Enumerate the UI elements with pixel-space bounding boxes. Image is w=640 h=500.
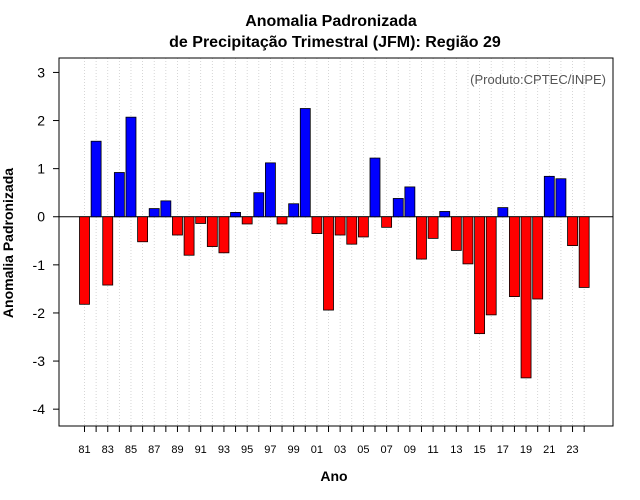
bar-2009 (404, 186, 416, 218)
y-tick-label: -2 (33, 305, 46, 321)
bar-2013 (450, 216, 462, 251)
x-tick-label: 17 (497, 444, 509, 456)
bar-1997 (265, 162, 276, 218)
bar-1989 (172, 216, 183, 236)
x-tick-label: 07 (380, 444, 392, 456)
bar-1990 (183, 216, 195, 256)
bar-2017 (497, 207, 509, 218)
bar-1999 (288, 203, 300, 218)
x-tick-label: 87 (148, 444, 160, 456)
y-tick-label: 3 (37, 64, 45, 80)
bar-2015 (474, 216, 485, 335)
x-tick-label: 09 (404, 444, 416, 456)
y-axis: -4 -3 -2 -1 0 1 2 3 (33, 64, 59, 417)
bar-1998 (276, 216, 288, 225)
bar-2011 (427, 216, 439, 239)
bar-1981 (79, 216, 90, 305)
bar-2019 (520, 216, 532, 379)
x-tick-label: 91 (195, 444, 207, 456)
y-tick-label: -3 (33, 353, 46, 369)
bar-2018 (509, 216, 520, 297)
x-tick-label: 83 (102, 444, 114, 456)
bar-2006 (369, 157, 381, 218)
bar-2002 (323, 216, 334, 311)
chart-title: Anomalia Padronizada (245, 13, 417, 30)
bar-1993 (218, 216, 230, 254)
bar-1983 (102, 216, 114, 286)
y-tick-label: -4 (33, 401, 46, 417)
bar-2001 (311, 216, 323, 234)
x-tick-label: 95 (241, 444, 253, 456)
bar-2000 (299, 108, 311, 218)
bar-1994 (230, 212, 241, 218)
bar-2020 (532, 216, 544, 300)
bar-2010 (416, 216, 427, 260)
x-axis-label: Ano (320, 468, 347, 484)
bar-2008 (392, 198, 404, 218)
y-axis-label: Anomalia Padronizada (0, 168, 16, 318)
y-tick-label: -1 (33, 257, 46, 273)
bar-1982 (90, 140, 102, 218)
plot-frame (58, 57, 614, 427)
bar-2022 (555, 178, 567, 218)
chart-subtitle: de Precipitação Trimestral (JFM): Região… (169, 34, 501, 51)
bar-1988 (160, 200, 172, 218)
bar-2023 (567, 216, 578, 247)
bar-1984 (113, 172, 125, 218)
x-tick-label: 19 (520, 444, 532, 456)
x-tick-label: 85 (125, 444, 137, 456)
x-axis: 81 83 85 87 89 91 93 95 97 99 01 03 05 07 09 11 13 15 17 19… (78, 426, 585, 456)
x-tick-label: 93 (218, 444, 230, 456)
x-tick-label: 97 (264, 444, 276, 456)
bar-2024 (578, 216, 590, 288)
bar-1995 (241, 216, 253, 225)
bar-2005 (357, 216, 369, 238)
bar-1986 (137, 216, 149, 243)
x-tick-label: 81 (78, 444, 90, 456)
bar-1987 (148, 208, 160, 218)
x-tick-label: 13 (450, 444, 462, 456)
x-tick-label: 89 (171, 444, 183, 456)
bars (79, 108, 590, 379)
x-tick-label: 99 (288, 444, 300, 456)
product-annotation: (Produto:CPTEC/INPE) (470, 72, 606, 87)
bar-2012 (439, 211, 451, 218)
bar-2003 (334, 216, 346, 236)
x-tick-label: 23 (566, 444, 578, 456)
x-tick-label: 05 (357, 444, 369, 456)
bar-1985 (125, 116, 137, 218)
y-tick-label: 2 (37, 113, 45, 129)
x-tick-label: 03 (334, 444, 346, 456)
x-tick-label: 11 (427, 444, 438, 456)
bar-2004 (346, 216, 358, 245)
y-tick-label: 0 (37, 209, 45, 225)
x-tick-label: 01 (311, 444, 323, 456)
bar-2021 (543, 175, 555, 218)
y-tick-label: 1 (37, 161, 45, 177)
x-tick-label: 15 (473, 444, 485, 456)
bar-1992 (206, 216, 218, 247)
bar-2014 (462, 216, 474, 265)
bar-2016 (485, 216, 497, 316)
bar-1996 (253, 192, 265, 218)
bar-1991 (195, 216, 207, 224)
x-tick-label: 21 (543, 444, 555, 456)
bar-2007 (381, 216, 393, 228)
